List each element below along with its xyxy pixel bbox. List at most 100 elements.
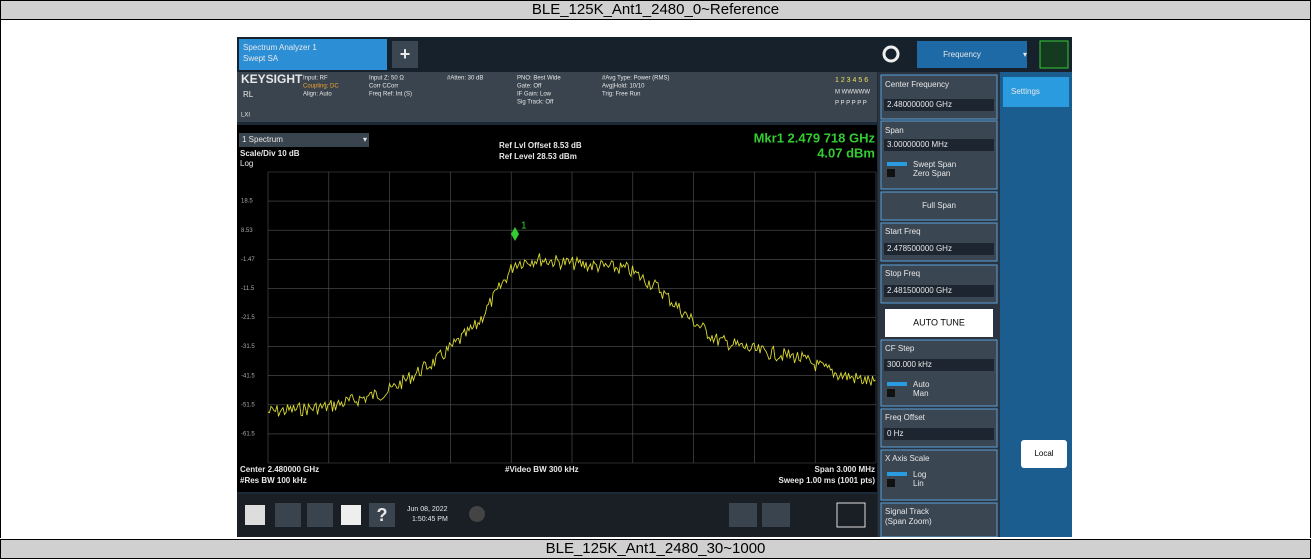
status-item: Coupling: DC — [303, 84, 339, 90]
toggle-on — [887, 382, 907, 386]
marker-freq: Mkr1 2.479 718 GHz — [754, 130, 876, 145]
cf-step-key[interactable] — [880, 339, 998, 407]
status-item: PNO: Best Wide — [517, 76, 561, 82]
toggle-off — [887, 479, 895, 487]
softkeys: Center Frequency 2.480000000 GHz Span 3.000… — [880, 74, 998, 537]
trace-modes: M WWWWW — [835, 90, 870, 96]
center: Center 2.480000 GHz — [240, 465, 319, 474]
toggle-option: Zero Span — [913, 169, 950, 178]
brand: KEYSIGHT — [241, 72, 303, 86]
menu-label: Frequency — [943, 50, 981, 59]
span: Span 3.000 MHz — [815, 465, 875, 474]
gear[interactable] — [882, 45, 900, 63]
toggle-option: Lin — [913, 479, 924, 488]
softkey-value: 2.481500000 GHz — [887, 286, 952, 295]
status-item: Gate: Off — [517, 84, 542, 90]
status-item: Input: RF — [303, 76, 328, 82]
time: 1:50:45 PM — [412, 516, 448, 523]
toggle-option: Log — [913, 470, 926, 479]
trace-numbers: 1 2 3 4 5 6 — [835, 77, 868, 84]
settings-tab[interactable] — [1003, 77, 1069, 107]
bottom-caption: BLE_125K_Ant1_2480_30~1000 — [0, 539, 1311, 559]
status-icon[interactable] — [1039, 40, 1069, 69]
toggle-on — [887, 472, 907, 476]
marker-level: 4.07 dBm — [817, 145, 875, 160]
y-label: 8.53 — [241, 228, 253, 234]
y-label: -11.5 — [241, 286, 255, 292]
local-button[interactable] — [1021, 440, 1067, 468]
settings: Settings — [1011, 87, 1040, 96]
status-item: Align: Auto — [303, 92, 332, 98]
y-label: -21.5 — [241, 315, 255, 321]
rl: RL — [243, 90, 254, 99]
chat[interactable] — [469, 506, 485, 522]
fullscreen[interactable] — [836, 502, 866, 528]
vbw: #Video BW 300 kHz — [505, 465, 579, 474]
window-select[interactable] — [239, 133, 369, 147]
value-box — [884, 428, 994, 440]
softkey-label: Freq Offset — [885, 413, 926, 422]
help[interactable] — [369, 503, 395, 527]
status-bar — [237, 72, 877, 122]
add-tab[interactable] — [392, 41, 418, 68]
status-item: Avg|Hold: 10/10 — [602, 84, 645, 90]
tab-sub: Swept SA — [243, 54, 279, 63]
y-label: -41.5 — [241, 373, 255, 379]
status-item: Sig Track: Off — [517, 100, 554, 106]
grid: 18.5 8.53 -1.47 -11.5 -21.5 -31.5 -41.5 -51.5 -6… — [241, 171, 877, 464]
softkey-label: Span — [885, 126, 904, 135]
redo[interactable] — [307, 503, 333, 527]
track-key[interactable] — [880, 502, 998, 537]
softkey-label: AUTO TUNE — [913, 317, 965, 327]
toggle-option: Auto — [913, 380, 930, 389]
full-span-key[interactable] — [880, 191, 998, 221]
touch[interactable] — [762, 503, 790, 527]
softkey-label: Start Freq — [885, 227, 921, 236]
log: Log — [240, 159, 253, 168]
value-box — [884, 285, 994, 297]
keypad[interactable] — [729, 503, 757, 527]
toggle-off — [887, 389, 895, 397]
sweep: Sweep 1.00 ms (1001 pts) — [779, 476, 876, 485]
menu[interactable] — [917, 41, 1027, 68]
status-item: Corr CCorr — [369, 84, 398, 90]
softkey-label: CF Step — [885, 344, 915, 353]
tab[interactable] — [239, 39, 387, 70]
softkey-label: Center Frequency — [885, 80, 949, 89]
auto-tune-key[interactable] — [885, 309, 993, 337]
toggle-on — [887, 162, 907, 166]
y-label: -1.47 — [241, 257, 255, 263]
center-key[interactable] — [880, 74, 998, 120]
trace-detectors: P P P P P P — [835, 101, 867, 107]
windows-button[interactable] — [245, 505, 265, 525]
status-item: IF Gain: Low — [517, 92, 552, 98]
help-icon: ? — [377, 505, 388, 525]
softkey-value: 3.00000000 MHz — [887, 140, 948, 149]
value-box — [884, 99, 994, 111]
softkey-label: (Span Zoom) — [885, 517, 932, 526]
folder[interactable] — [341, 505, 361, 525]
toggle-option: Swept Span — [913, 160, 956, 169]
value-box — [884, 139, 994, 151]
status-item: #Avg Type: Power (RMS) — [602, 76, 669, 82]
lxi: LXI — [241, 113, 250, 119]
softkey-label: X Axis Scale — [885, 454, 930, 463]
toggle-off — [887, 169, 895, 177]
undo[interactable] — [275, 503, 301, 527]
span-key[interactable] — [880, 120, 998, 190]
plus: + — [400, 44, 411, 64]
graph-area — [237, 125, 877, 492]
top-caption: BLE_125K_Ant1_2480_0~Reference — [0, 0, 1311, 20]
rbw: #Res BW 100 kHz — [240, 476, 307, 485]
value-box — [884, 359, 994, 371]
y-label: 18.5 — [241, 199, 253, 205]
marker — [511, 227, 519, 241]
softkey-label: Stop Freq — [885, 269, 920, 278]
marker-label: 1 — [521, 221, 527, 232]
ref-offset: Ref Lvl Offset 8.53 dB — [499, 141, 582, 150]
status-item: #Atten: 30 dB — [447, 76, 483, 82]
menu-arrow: ▾ — [1023, 50, 1027, 59]
softkey-label: Full Span — [922, 201, 956, 210]
softkey-label: Signal Track — [885, 507, 930, 516]
